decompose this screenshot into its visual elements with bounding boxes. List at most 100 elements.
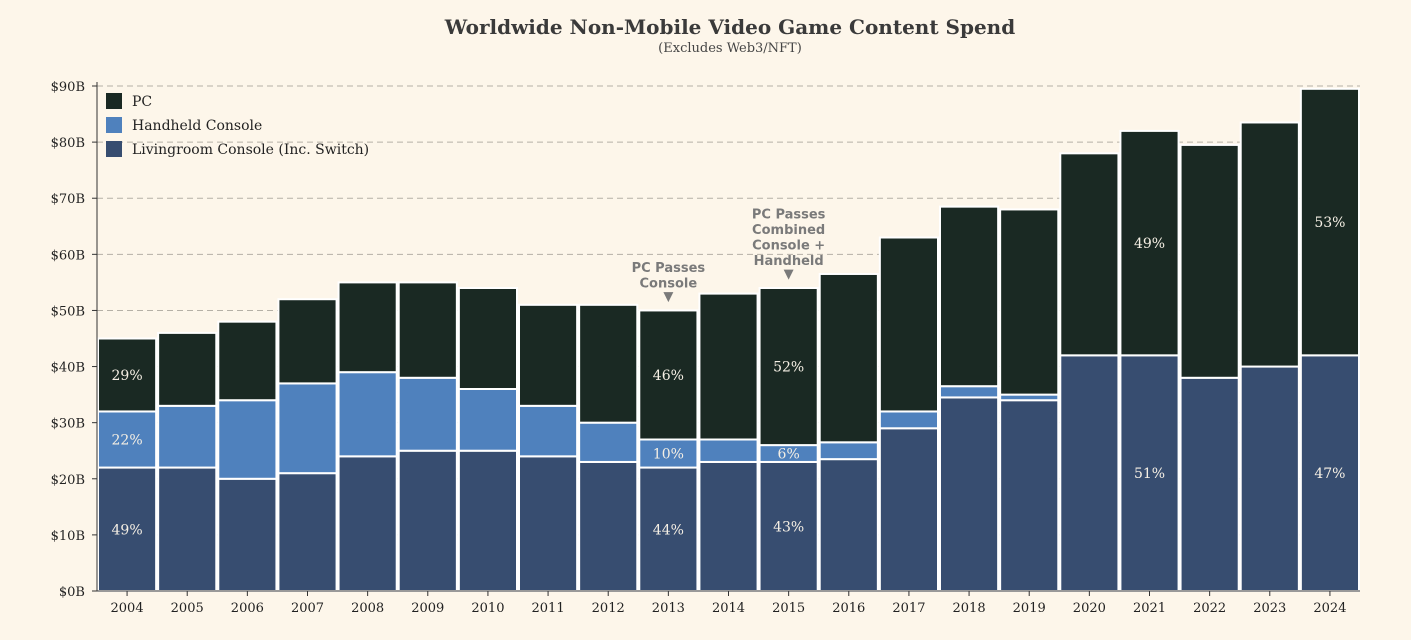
x-tick-label: 2022	[1193, 601, 1226, 616]
legend-label: Handheld Console	[132, 118, 262, 134]
bar-segment	[578, 421, 639, 463]
y-tick-label: $80B	[51, 136, 85, 151]
x-tick-label: 2024	[1313, 601, 1346, 616]
data-label: 51%	[1134, 466, 1165, 482]
bar-segment	[1239, 365, 1300, 592]
x-tick-label: 2016	[832, 601, 865, 616]
annotation-text: Console	[640, 276, 698, 291]
y-tick-label: $50B	[51, 304, 85, 319]
bar-segment	[878, 236, 939, 413]
bar-segment	[578, 460, 639, 593]
bar-segment	[337, 281, 398, 374]
bar-segment	[999, 399, 1060, 592]
x-tick-label: 2005	[171, 601, 204, 616]
bar-segment	[518, 303, 579, 407]
bar-segment	[337, 455, 398, 593]
bar-segment	[397, 281, 458, 379]
bar-segment	[939, 385, 1000, 399]
x-tick-label: 2023	[1253, 601, 1286, 616]
y-tick-label: $0B	[59, 585, 85, 600]
data-label: 44%	[653, 522, 684, 538]
data-label: 29%	[112, 368, 143, 384]
annotation-text: Console +	[752, 239, 825, 254]
bar-segment	[518, 455, 579, 593]
x-tick-label: 2004	[111, 601, 144, 616]
x-tick-label: 2006	[231, 601, 264, 616]
data-label: 47%	[1314, 466, 1345, 482]
x-tick-label: 2008	[351, 601, 384, 616]
annotation-text: Combined	[752, 223, 825, 238]
bar-segment	[457, 449, 519, 592]
bar-segment	[818, 441, 879, 461]
chart-subtitle: (Excludes Web3/NFT)	[658, 41, 802, 56]
bar-segment	[1239, 121, 1300, 368]
bar-segment	[1059, 354, 1120, 593]
bar-segment	[457, 287, 519, 390]
bar-segment	[217, 399, 278, 480]
bar-segment	[457, 388, 519, 452]
bar-segment	[698, 460, 759, 593]
data-label: 10%	[653, 447, 684, 463]
x-tick-label: 2021	[1133, 601, 1166, 616]
data-label: 6%	[778, 447, 800, 463]
x-tick-label: 2017	[892, 601, 925, 616]
data-label: 49%	[112, 522, 143, 538]
bar-segment	[97, 337, 158, 413]
annotation-marker: ▼	[784, 267, 794, 282]
bar-segment	[818, 272, 879, 444]
x-tick-label: 2011	[532, 601, 565, 616]
y-tick-label: $70B	[51, 192, 85, 207]
bar-segment	[277, 472, 338, 592]
legend-label: PC	[132, 94, 152, 110]
data-label: 52%	[773, 360, 804, 376]
bar-segment	[397, 376, 458, 452]
bar-segment	[157, 331, 218, 407]
bar-segment	[337, 371, 398, 458]
x-tick-label: 2020	[1073, 601, 1106, 616]
legend-swatch	[106, 141, 122, 157]
x-tick-label: 2015	[772, 601, 805, 616]
bar-segment	[1299, 87, 1361, 357]
annotation-text: Handheld	[754, 254, 824, 269]
bar-segment	[818, 458, 879, 592]
annotation-text: PC Passes	[632, 261, 706, 276]
bar-segment	[97, 466, 158, 592]
bar-segment	[397, 449, 458, 592]
bar-segment	[518, 404, 579, 458]
annotation-text: PC Passes	[752, 208, 826, 223]
x-tick-label: 2009	[411, 601, 444, 616]
bar-segment	[1059, 152, 1120, 357]
legend-label: Livingroom Console (Inc. Switch)	[132, 142, 369, 158]
x-tick-label: 2012	[592, 601, 625, 616]
bar-segment	[939, 396, 1000, 592]
bar-segment	[217, 477, 278, 592]
data-label: 49%	[1134, 236, 1165, 252]
bar-segment	[698, 292, 759, 441]
legend-swatch	[106, 93, 122, 109]
y-tick-label: $10B	[51, 529, 85, 544]
bar-segment	[878, 427, 939, 592]
chart-title: Worldwide Non-Mobile Video Game Content …	[444, 15, 1016, 39]
bar-segment	[698, 438, 759, 463]
y-tick-label: $20B	[51, 473, 85, 488]
bar-segment	[277, 382, 338, 475]
bar-segment	[97, 410, 158, 469]
bar-segment	[157, 466, 218, 592]
x-tick-label: 2014	[712, 601, 745, 616]
bar-segment	[878, 410, 939, 430]
x-tick-label: 2018	[953, 601, 986, 616]
x-tick-label: 2019	[1013, 601, 1046, 616]
x-tick-label: 2007	[291, 601, 324, 616]
data-label: 53%	[1314, 215, 1345, 231]
bar-segment	[217, 320, 278, 402]
bar-segment	[157, 404, 218, 469]
data-label: 22%	[112, 433, 143, 449]
bar-segment	[999, 208, 1060, 396]
bar-segment	[578, 303, 639, 424]
data-label: 46%	[653, 368, 684, 384]
bar-segment	[1179, 376, 1240, 592]
legend-swatch	[106, 117, 122, 133]
bar-segment	[638, 438, 699, 469]
